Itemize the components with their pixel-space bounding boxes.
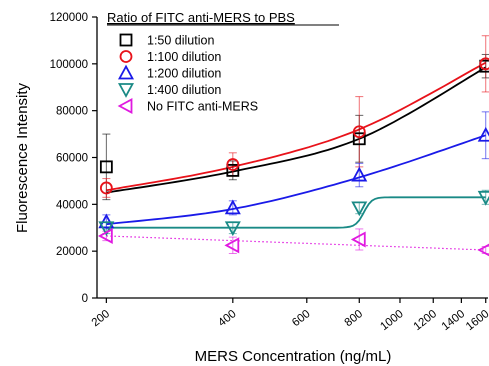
data-point [226,158,240,171]
x-tick-label: 600 [290,308,313,329]
data-point [97,227,113,244]
data-point [224,221,241,237]
y-tick-label: 0 [82,293,88,305]
data-point [351,201,368,217]
legend-marker [117,83,135,98]
legend-entry: 1:50 dilution [147,34,214,48]
x-tick-label: 1200 [412,308,440,333]
data-point [98,221,115,237]
axes: 0 20000 40000 60000 80000 100000 120000 200 400 6… [50,12,489,333]
legend-marker [119,50,133,63]
data-point [477,126,489,142]
fit-curve [106,235,486,251]
legend: Ratio of FITC anti-MERS to PBS 1:50 dilu… [107,10,339,115]
data-point [479,57,489,71]
fit-curve [106,66,487,194]
legend-marker [117,97,133,115]
fit-curve [106,134,486,226]
y-tick-label: 120000 [50,12,88,24]
y-tick-label: 60000 [56,153,88,165]
data-point [224,237,240,254]
fit-curve [106,196,486,229]
x-tick-label: 1400 [440,308,468,333]
x-tick-label: 200 [90,308,113,329]
data-point [99,181,113,195]
x-tick-label: 800 [343,308,366,329]
data-point [477,243,489,257]
legend-entry: 1:200 dilution [147,67,221,81]
y-axis-title: Fluorescence Intensity [14,82,31,233]
fit-curve [106,61,487,192]
data-point [352,132,366,146]
legend-entry: 1:400 dilution [147,83,221,97]
x-tick-label: 1600 [464,308,489,333]
y-tick-label: 20000 [56,246,88,258]
data-point [224,199,241,215]
legend-marker [117,64,135,80]
x-tick-label: 400 [216,308,239,329]
y-tick-label: 40000 [56,199,88,211]
fit-curves [106,61,487,251]
legend-marker [119,33,133,47]
data-point [352,125,366,139]
data-point [350,231,366,248]
y-tick-label: 80000 [56,106,88,118]
legend-entry: No FITC anti-MERS [147,100,258,114]
data-point [351,166,368,182]
x-axis-title: MERS Concentration (ng/mL) [195,348,392,365]
data-markers [97,57,489,257]
data-point [99,160,113,174]
legend-title: Ratio of FITC anti-MERS to PBS [107,10,295,25]
data-point [226,163,240,177]
legend-entry: 1:100 dilution [147,50,221,64]
y-tick-label: 100000 [50,59,88,71]
x-tick-label: 1000 [378,308,406,333]
